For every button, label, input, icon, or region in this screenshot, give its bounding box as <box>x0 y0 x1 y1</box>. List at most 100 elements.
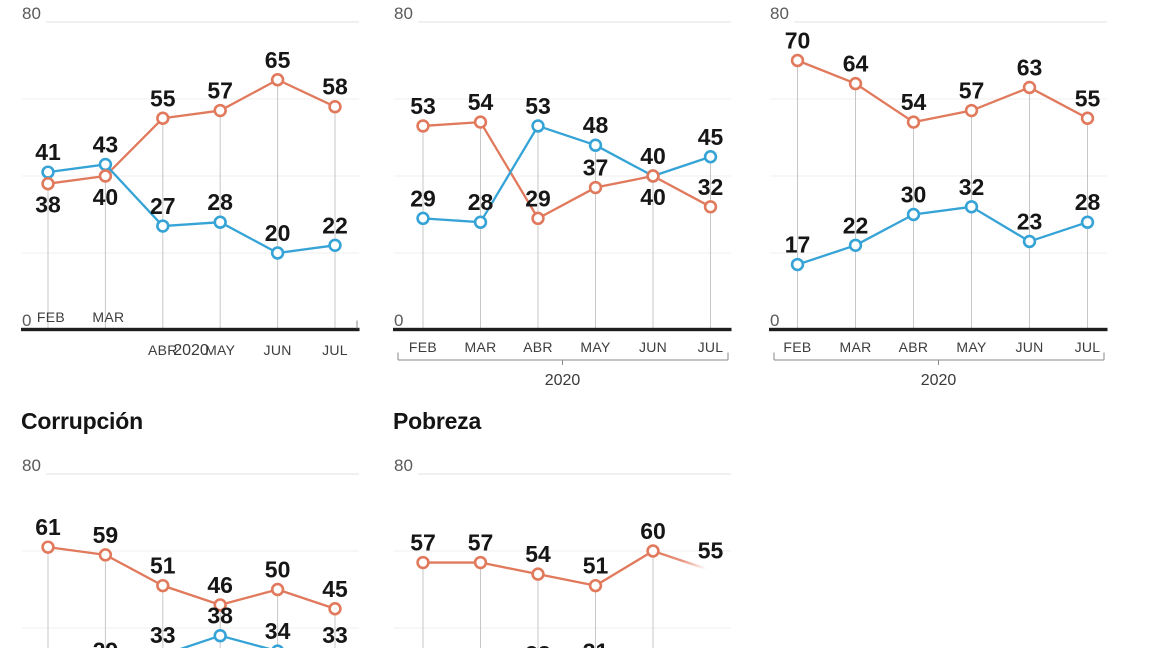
x-axis-month-feb: FEB <box>37 309 65 325</box>
marker-blue-mar <box>848 238 863 253</box>
x-axis-line <box>769 327 1108 332</box>
value-label-orange-abr: 29 <box>525 185 551 211</box>
marker-orange-jun <box>270 582 285 597</box>
marker-orange-abr <box>531 211 545 226</box>
marker-orange-may <box>588 180 603 195</box>
x-axis-month-mar: MAR <box>839 339 871 355</box>
value-label-orange-abr: 54 <box>901 89 927 115</box>
value-label-orange-feb: 57 <box>410 530 436 556</box>
series-line-orange <box>46 78 337 185</box>
x-axis-month-jun: JUN <box>264 342 292 358</box>
y-axis-max-label: 80 <box>394 4 413 23</box>
value-label-orange-mar: 57 <box>468 530 494 556</box>
x-axis-month-may: MAY <box>205 342 236 358</box>
x-axis-year-label: 2020 <box>545 372 581 389</box>
value-label-orange-abr: 55 <box>150 85 176 111</box>
value-label-blue-abr: 53 <box>525 93 551 119</box>
marker-orange-jul <box>328 99 342 114</box>
year-bracket <box>397 352 729 365</box>
value-label-blue-jun: 23 <box>1017 208 1043 234</box>
x-axis-month-abr: ABR <box>523 339 553 355</box>
marker-orange-jul <box>328 602 342 616</box>
value-label-blue-feb: 29 <box>410 185 436 211</box>
x-axis-month-may: MAY <box>956 339 987 355</box>
value-label-orange-jun: 63 <box>1017 54 1043 80</box>
value-label-blue-may: 31 <box>583 639 609 648</box>
value-label-blue-jul: 33 <box>322 622 348 648</box>
marker-blue-mar <box>98 157 113 172</box>
x-axis-month-feb: FEB <box>783 339 811 355</box>
value-label-blue-may: 48 <box>583 112 609 138</box>
value-label-blue-jul: 22 <box>322 212 348 238</box>
marker-blue-jun <box>270 246 285 260</box>
value-label-blue-abr: 33 <box>525 641 551 648</box>
marker-orange-feb <box>41 177 55 191</box>
series-line-orange <box>796 59 1089 124</box>
x-axis-month-may: MAY <box>580 339 611 355</box>
marker-orange-mar <box>473 555 488 570</box>
value-label-orange-jun: 50 <box>265 557 291 583</box>
series-line-orange <box>46 546 337 610</box>
value-label-blue-may: 32 <box>959 174 985 200</box>
series-line-blue <box>796 205 1089 266</box>
value-label-orange-abr: 51 <box>150 553 176 579</box>
value-label-blue-abr: 30 <box>901 182 927 208</box>
marker-blue-abr <box>156 219 170 233</box>
y-axis-min-label: 0 <box>394 311 403 330</box>
x-axis-year-label: 2020 <box>173 342 209 359</box>
series-line-blue <box>46 163 337 255</box>
value-label-orange-jul: 55 <box>698 537 724 563</box>
marker-orange-abr <box>156 578 170 593</box>
marker-orange-jul <box>1080 111 1095 125</box>
chart-corrupcion: 8006159514650452933383433FEBMARABRMAYJUN… <box>22 456 359 653</box>
value-label-blue-mar: 28 <box>468 189 494 215</box>
chart-top-left: 80 0 38 40 55 57 65 58 41 43 27 28 20 22 FEB MAR ABR MAY J… <box>21 4 360 359</box>
value-label-orange-abr: 54 <box>525 541 551 567</box>
value-label-blue-may: 38 <box>207 603 233 629</box>
series-line-blue <box>421 124 712 224</box>
value-label-orange-jul: 58 <box>322 74 348 100</box>
value-label-blue-mar: 43 <box>93 131 119 157</box>
marker-orange-abr <box>531 567 545 581</box>
value-label-blue-jun: 20 <box>265 220 291 246</box>
x-axis-month-jun: JUN <box>1015 339 1043 355</box>
marker-orange-feb <box>790 53 805 68</box>
marker-blue-may <box>588 138 603 152</box>
marker-blue-mar <box>473 215 488 229</box>
value-label-orange-mar: 64 <box>843 51 869 77</box>
value-label-orange-feb: 53 <box>410 93 436 119</box>
value-label-orange-jun: 40 <box>640 184 666 210</box>
y-axis-max-label: 80 <box>770 4 789 23</box>
marker-blue-may <box>964 200 979 214</box>
marker-blue-jul <box>328 238 342 253</box>
chart-top-right: 80 0 70 64 54 57 63 55 17 22 30 32 23 28 FEB MAR ABR MAY J… <box>769 4 1108 389</box>
marker-orange-mar <box>98 548 113 562</box>
value-label-blue-may: 28 <box>207 189 233 215</box>
marker-orange-mar <box>473 115 488 129</box>
y-axis-min-label: 0 <box>770 311 779 330</box>
marker-orange-jun <box>1022 80 1037 95</box>
marker-orange-jun <box>646 169 660 183</box>
value-label-orange-jul: 45 <box>322 576 348 602</box>
marker-blue-feb <box>41 165 55 179</box>
value-label-blue-jun: 34 <box>265 618 291 644</box>
year-bracket <box>773 352 1105 365</box>
marker-blue-may <box>213 628 227 643</box>
value-label-orange-feb: 70 <box>785 28 811 54</box>
chart-title-corrupcion: Corrupción <box>21 408 143 434</box>
marker-orange-may <box>964 103 979 118</box>
chart-title-pobreza: Pobreza <box>393 408 481 434</box>
value-label-orange-feb: 38 <box>35 192 61 218</box>
x-axis-month-abr: ABR <box>148 342 178 358</box>
x-axis-month-abr: ABR <box>899 339 929 355</box>
marker-orange-may <box>213 598 227 612</box>
x-axis-month-mar: MAR <box>92 309 124 325</box>
value-label-blue-abr: 27 <box>150 193 176 219</box>
marker-blue-abr <box>906 207 921 222</box>
y-axis-max-label: 80 <box>22 4 41 23</box>
value-label-orange-may: 37 <box>583 155 609 181</box>
x-axis-month-feb: FEB <box>409 339 437 355</box>
marker-orange-may <box>588 578 603 593</box>
marker-blue-abr <box>531 119 545 133</box>
